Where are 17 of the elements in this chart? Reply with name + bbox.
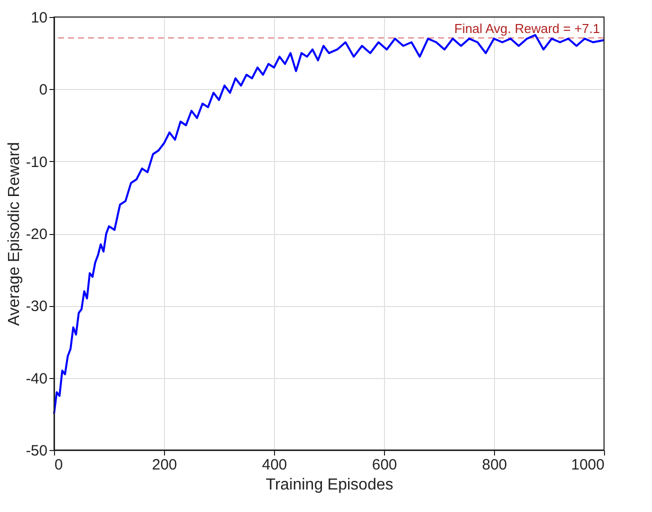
y-tick-label: 10 <box>30 10 48 26</box>
y-tick-label: -50 <box>26 442 48 460</box>
x-tick-label: 200 <box>152 456 178 474</box>
x-tick-label: 800 <box>482 456 508 474</box>
x-axis-title: Training Episodes <box>266 476 394 494</box>
y-tick-label: -40 <box>26 370 48 388</box>
y-tick-label: 0 <box>39 82 48 99</box>
y-tick-label: -20 <box>26 226 48 243</box>
x-tick-label: 400 <box>262 456 288 474</box>
ref-line-label: Final Avg. Reward = +7.1 <box>454 20 600 36</box>
y-tick-label: -10 <box>26 154 48 171</box>
y-axis-title: Average Episodic Reward <box>6 142 23 326</box>
y-tick-label: -30 <box>26 298 48 316</box>
line-series <box>53 34 605 415</box>
x-tick-label: 600 <box>372 456 398 474</box>
x-tick-label: 0 <box>54 456 63 474</box>
x-tick-label: 1000 <box>571 456 604 474</box>
